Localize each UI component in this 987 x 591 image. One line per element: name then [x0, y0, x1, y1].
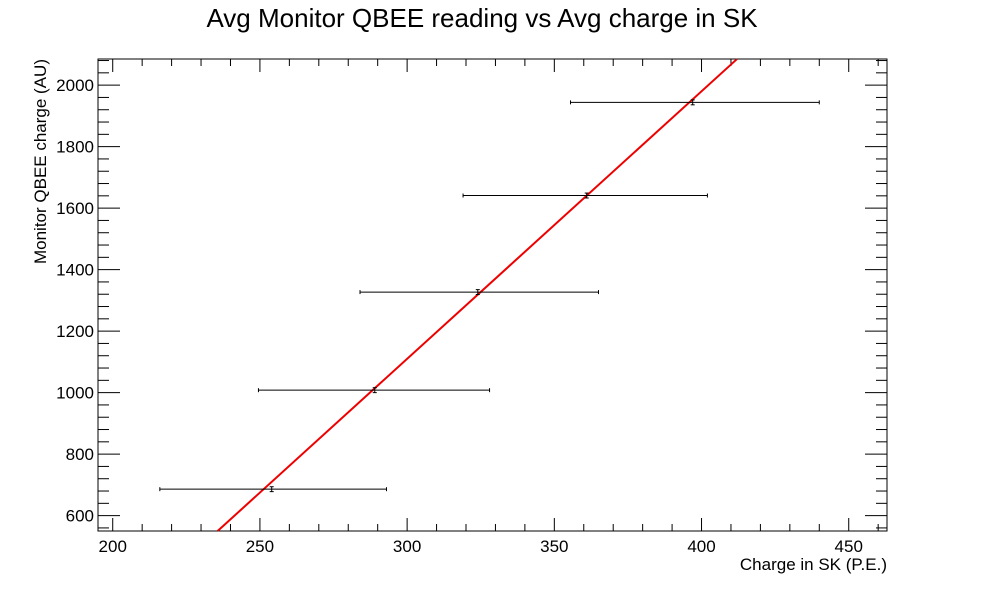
x-tick-label: 200 — [99, 537, 127, 556]
x-tick-label: 450 — [835, 537, 863, 556]
data-point — [257, 387, 491, 394]
y-tick-label: 800 — [66, 445, 94, 464]
y-axis: 600 800 1000 1200 1400 1600 1800 2000 — [56, 60, 887, 529]
y-tick-label: 1200 — [56, 322, 94, 341]
fit-line — [216, 58, 738, 532]
x-axis-label: Charge in SK (P.E.) — [740, 555, 887, 574]
y-tick-label: 1400 — [56, 261, 94, 280]
fit-line-layer — [216, 58, 738, 532]
y-tick-label: 1000 — [56, 384, 94, 403]
x-tick-label: 350 — [540, 537, 568, 556]
data-point — [359, 289, 599, 296]
data-point — [462, 192, 708, 199]
y-tick-label: 1800 — [56, 138, 94, 157]
data-points-layer — [159, 99, 820, 493]
x-axis: 200 250 300 350 400 450 — [99, 59, 879, 556]
data-point — [570, 99, 820, 106]
y-axis-label: Monitor QBEE charge (AU) — [31, 59, 50, 264]
chart-title: Avg Monitor QBEE reading vs Avg charge i… — [206, 3, 758, 33]
x-tick-label: 400 — [687, 537, 715, 556]
data-point — [159, 486, 388, 493]
plot-frame — [97, 58, 888, 532]
x-tick-label: 300 — [393, 537, 421, 556]
y-tick-label: 2000 — [56, 76, 94, 95]
y-tick-label: 600 — [66, 507, 94, 526]
plot-area — [97, 58, 888, 532]
y-tick-label: 1600 — [56, 199, 94, 218]
x-tick-label: 250 — [246, 537, 274, 556]
